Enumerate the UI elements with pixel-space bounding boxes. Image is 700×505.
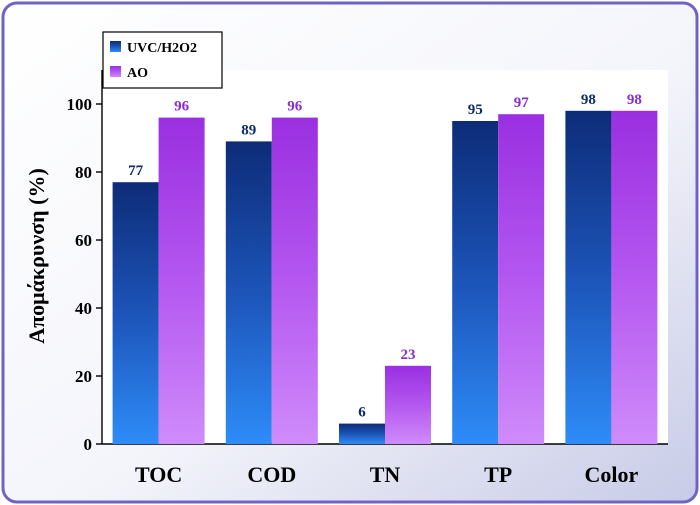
- data-label: 96: [174, 99, 190, 115]
- y-tick-label: 60: [75, 231, 92, 250]
- legend-swatch-ao: [110, 66, 121, 77]
- y-tick-label: 100: [67, 95, 93, 114]
- bar-uvc-toc: [112, 182, 159, 444]
- bars: [112, 110, 658, 445]
- data-label: 23: [401, 347, 416, 363]
- y-tick-label: 20: [75, 367, 92, 386]
- data-label: 77: [128, 163, 144, 179]
- legend: UVC/H2O2 AO: [102, 31, 223, 89]
- y-axis: 0 20 40 60 80 100: [67, 70, 103, 454]
- data-label: 97: [514, 95, 530, 111]
- data-label: 95: [468, 102, 483, 118]
- bar-ao-color: [611, 110, 658, 445]
- x-tick-label: COD: [247, 462, 296, 487]
- data-label: 98: [627, 92, 642, 108]
- bar-uvc-cod: [225, 141, 272, 444]
- y-axis-title: Απομάκρυνση (%): [24, 168, 49, 344]
- legend-swatch-uvc: [110, 41, 121, 52]
- bar-ao-cod: [271, 117, 318, 444]
- x-tick-label: TP: [484, 462, 512, 487]
- data-labels: 77 96 89 96 6 23 95 97 98 98: [128, 92, 642, 421]
- x-tick-label: TOC: [135, 462, 182, 487]
- legend-box: [102, 31, 223, 89]
- x-tick-label: Color: [585, 462, 639, 487]
- y-tick-label: 80: [75, 163, 92, 182]
- bar-uvc-color: [565, 110, 612, 445]
- data-label: 96: [287, 99, 303, 115]
- bar-uvc-tp: [452, 121, 499, 444]
- legend-label-uvc: UVC/H2O2: [127, 41, 197, 56]
- bar-ao-tp: [498, 114, 545, 444]
- data-label: 6: [358, 405, 366, 421]
- legend-label-ao: AO: [127, 66, 148, 81]
- y-axis-title-group: Απομάκρυνση (%): [24, 168, 49, 344]
- bar-ao-tn: [385, 365, 431, 444]
- y-tick-label: 0: [84, 435, 93, 454]
- data-label: 98: [581, 92, 596, 108]
- bar-ao-toc: [158, 117, 205, 444]
- x-tick-label: TN: [370, 462, 401, 487]
- bar-uvc-tn: [339, 423, 385, 444]
- y-tick-label: 40: [75, 299, 92, 318]
- data-label: 89: [241, 122, 256, 138]
